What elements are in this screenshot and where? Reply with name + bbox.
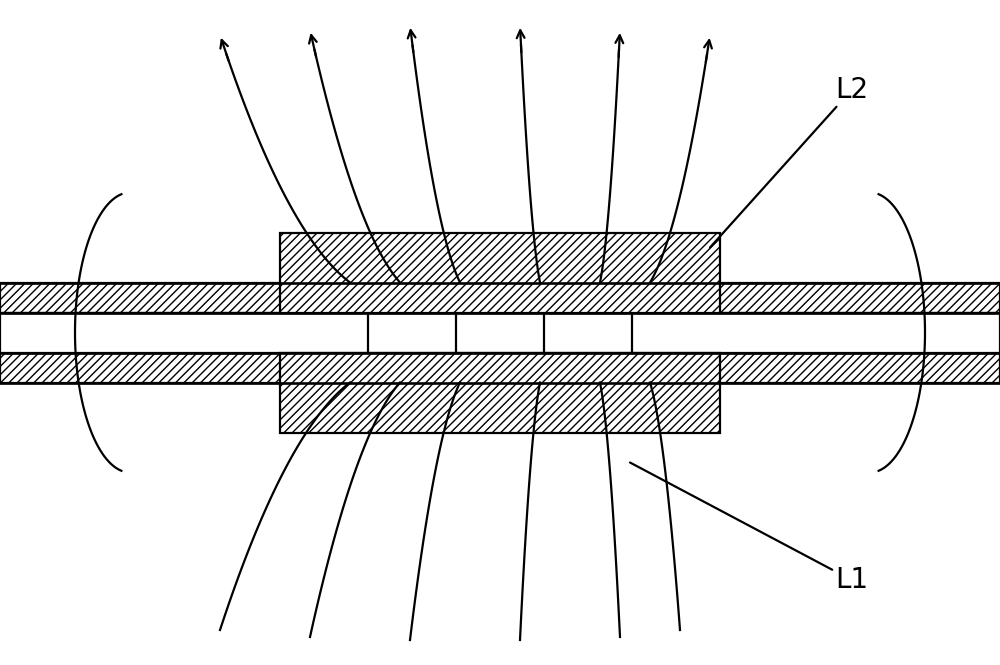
- Bar: [0, 283, 1000, 313]
- Bar: [0, 313, 1000, 352]
- Bar: [280, 352, 720, 432]
- Bar: [280, 233, 720, 313]
- Bar: [0, 352, 1000, 382]
- Text: L2: L2: [710, 76, 868, 247]
- Text: L1: L1: [630, 462, 868, 594]
